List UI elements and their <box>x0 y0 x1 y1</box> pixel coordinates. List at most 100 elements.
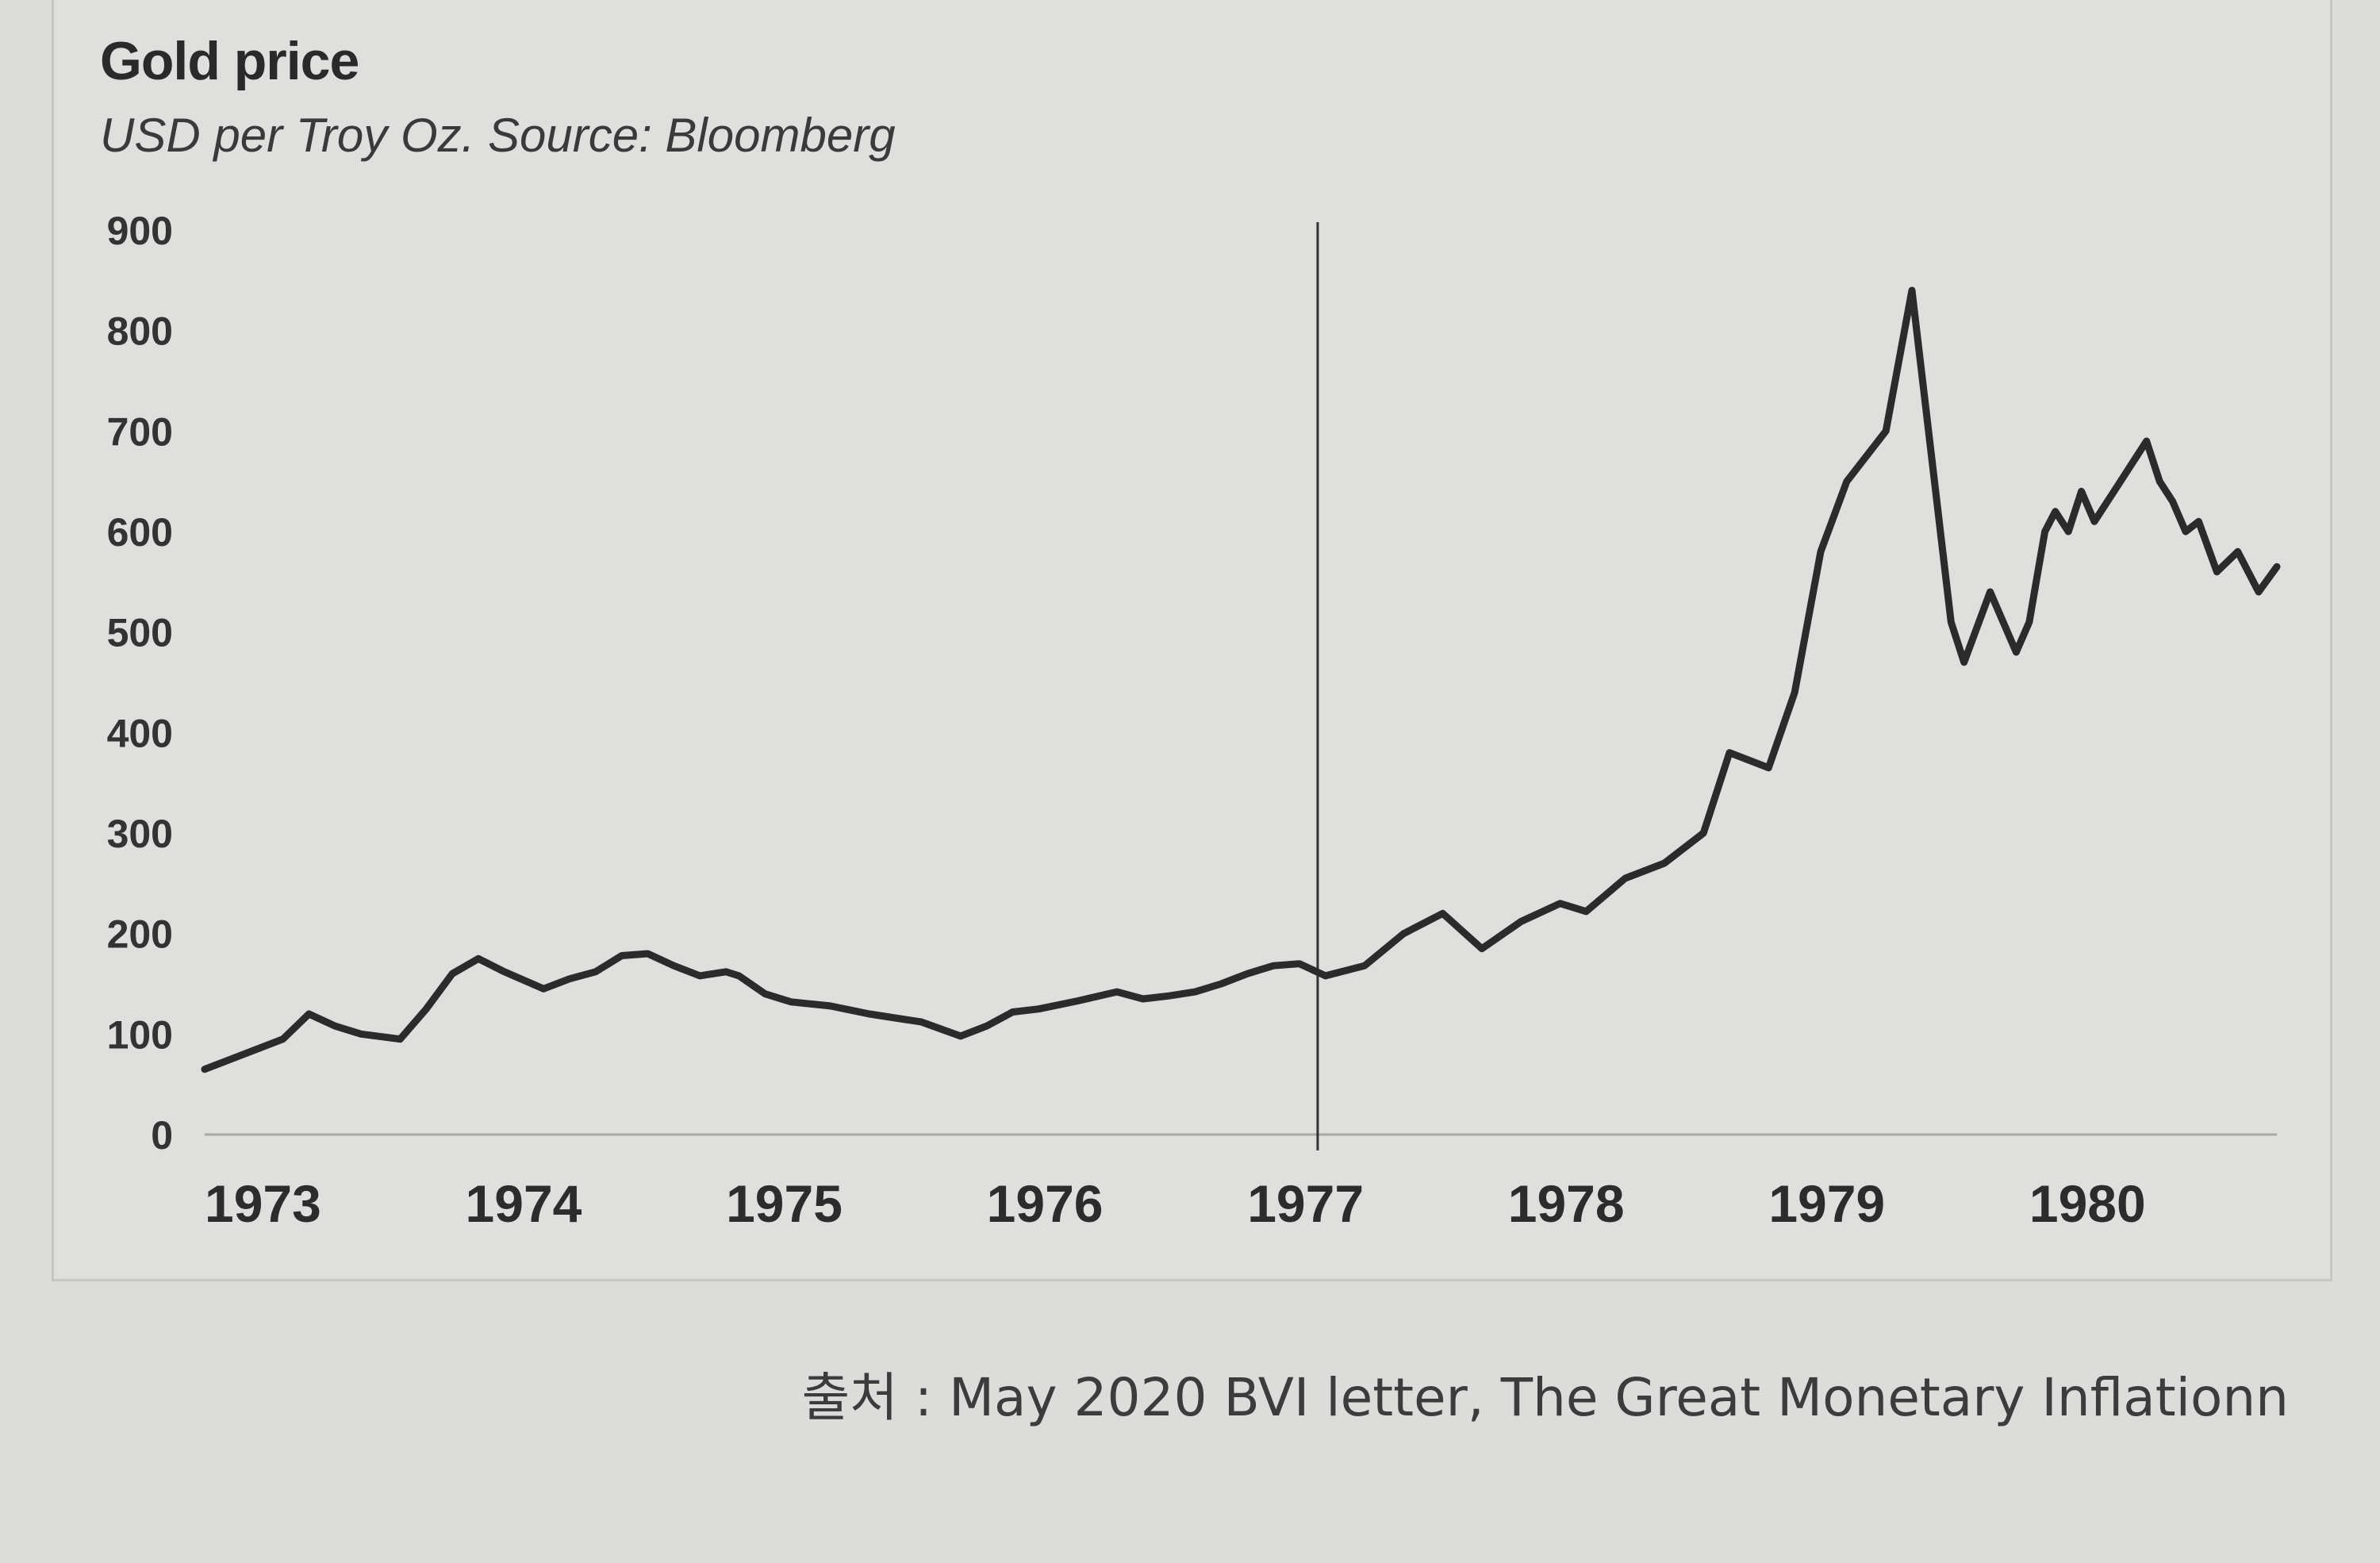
x-tick-label: 1978 <box>1508 1174 1625 1233</box>
data-point <box>1727 750 1733 755</box>
data-point <box>1036 1006 1042 1012</box>
data-points <box>202 288 2279 1072</box>
y-tick-label: 200 <box>107 912 173 957</box>
y-tick-label: 900 <box>107 209 173 253</box>
data-point <box>697 973 703 978</box>
data-point <box>1075 998 1081 1004</box>
data-point <box>332 1023 338 1029</box>
data-point <box>306 1012 312 1016</box>
data-point <box>1440 911 1445 916</box>
data-point <box>566 976 572 981</box>
data-point <box>671 963 677 969</box>
y-tick-label: 600 <box>107 510 173 555</box>
data-point <box>958 1033 963 1039</box>
data-point <box>827 1003 833 1008</box>
data-point <box>2013 650 2019 655</box>
data-point <box>202 1066 207 1072</box>
data-point <box>2042 529 2048 534</box>
data-point <box>2196 519 2202 524</box>
data-point <box>619 953 624 958</box>
data-point <box>1818 549 1824 555</box>
data-point <box>241 1051 247 1057</box>
x-axis: 1973 1974 1975 1976 1977 1978 1979 1980 <box>205 1174 2146 1233</box>
data-point <box>2256 589 2262 594</box>
data-point <box>2235 549 2240 555</box>
data-point <box>1661 861 1667 866</box>
data-point <box>1701 831 1706 835</box>
data-point <box>1166 993 1172 999</box>
data-point <box>397 1036 403 1042</box>
data-point <box>1518 919 1524 924</box>
y-tick-label: 800 <box>107 309 173 354</box>
data-point <box>1844 478 1849 484</box>
data-point <box>2117 478 2123 484</box>
data-point <box>1401 931 1407 936</box>
data-point <box>736 973 742 978</box>
chart-frame <box>52 0 2332 1281</box>
data-point <box>1192 989 1198 995</box>
data-point <box>424 1006 429 1012</box>
data-point <box>280 1036 286 1042</box>
x-tick-label: 1980 <box>2029 1174 2146 1233</box>
data-point <box>1557 901 1563 906</box>
data-point <box>2034 574 2040 579</box>
data-point <box>2157 478 2163 484</box>
data-point <box>789 999 794 1004</box>
data-point <box>450 971 455 977</box>
data-point <box>1010 1009 1015 1015</box>
data-point <box>359 1031 364 1037</box>
data-point <box>2183 529 2189 534</box>
x-tick-label: 1974 <box>466 1174 582 1233</box>
y-tick-label: 400 <box>107 711 173 755</box>
data-point <box>1479 946 1484 951</box>
y-axis: 0 100 200 300 400 500 600 700 800 900 <box>107 209 173 1158</box>
data-point <box>1948 620 1954 624</box>
x-tick-label: 1973 <box>205 1174 321 1233</box>
data-point <box>1792 689 1798 695</box>
data-point <box>1583 908 1589 914</box>
data-point <box>2144 439 2149 444</box>
x-tick-label: 1975 <box>726 1174 843 1233</box>
data-point <box>2170 499 2175 504</box>
y-tick-label: 500 <box>107 611 173 655</box>
data-point <box>2274 564 2279 570</box>
data-point <box>1322 973 1328 978</box>
data-point <box>1271 963 1276 969</box>
data-point <box>1935 509 1940 514</box>
data-point <box>2092 519 2098 524</box>
data-point <box>866 1012 872 1016</box>
data-point <box>1245 971 1250 977</box>
data-point <box>475 956 481 962</box>
y-tick-label: 100 <box>107 1012 173 1057</box>
data-point <box>984 1023 989 1029</box>
data-point <box>1883 428 1889 434</box>
data-point <box>1219 981 1224 986</box>
data-point <box>541 986 547 992</box>
data-point <box>724 969 729 974</box>
data-point <box>2026 620 2032 624</box>
data-point <box>645 951 651 956</box>
data-point <box>501 969 507 974</box>
data-point <box>1140 997 1146 1001</box>
data-point <box>1961 659 1967 665</box>
x-tick-label: 1977 <box>1247 1174 1364 1233</box>
y-tick-label: 0 <box>151 1113 173 1158</box>
data-point <box>2052 509 2058 514</box>
data-point <box>1622 876 1628 881</box>
x-tick-label: 1979 <box>1768 1174 1885 1233</box>
data-point <box>762 991 768 997</box>
y-tick-label: 300 <box>107 812 173 856</box>
data-point <box>1766 765 1772 770</box>
x-tick-label: 1976 <box>987 1174 1104 1233</box>
data-point <box>593 969 598 974</box>
data-point <box>1910 288 1915 293</box>
data-point <box>1362 963 1368 969</box>
data-point <box>2066 529 2071 534</box>
source-note: 출처 : May 2020 BVI letter, The Great Mone… <box>801 1367 2289 1428</box>
data-point <box>1987 589 1993 594</box>
data-point <box>919 1020 924 1025</box>
data-point <box>2079 489 2084 494</box>
chart-title: Gold price <box>100 31 359 91</box>
